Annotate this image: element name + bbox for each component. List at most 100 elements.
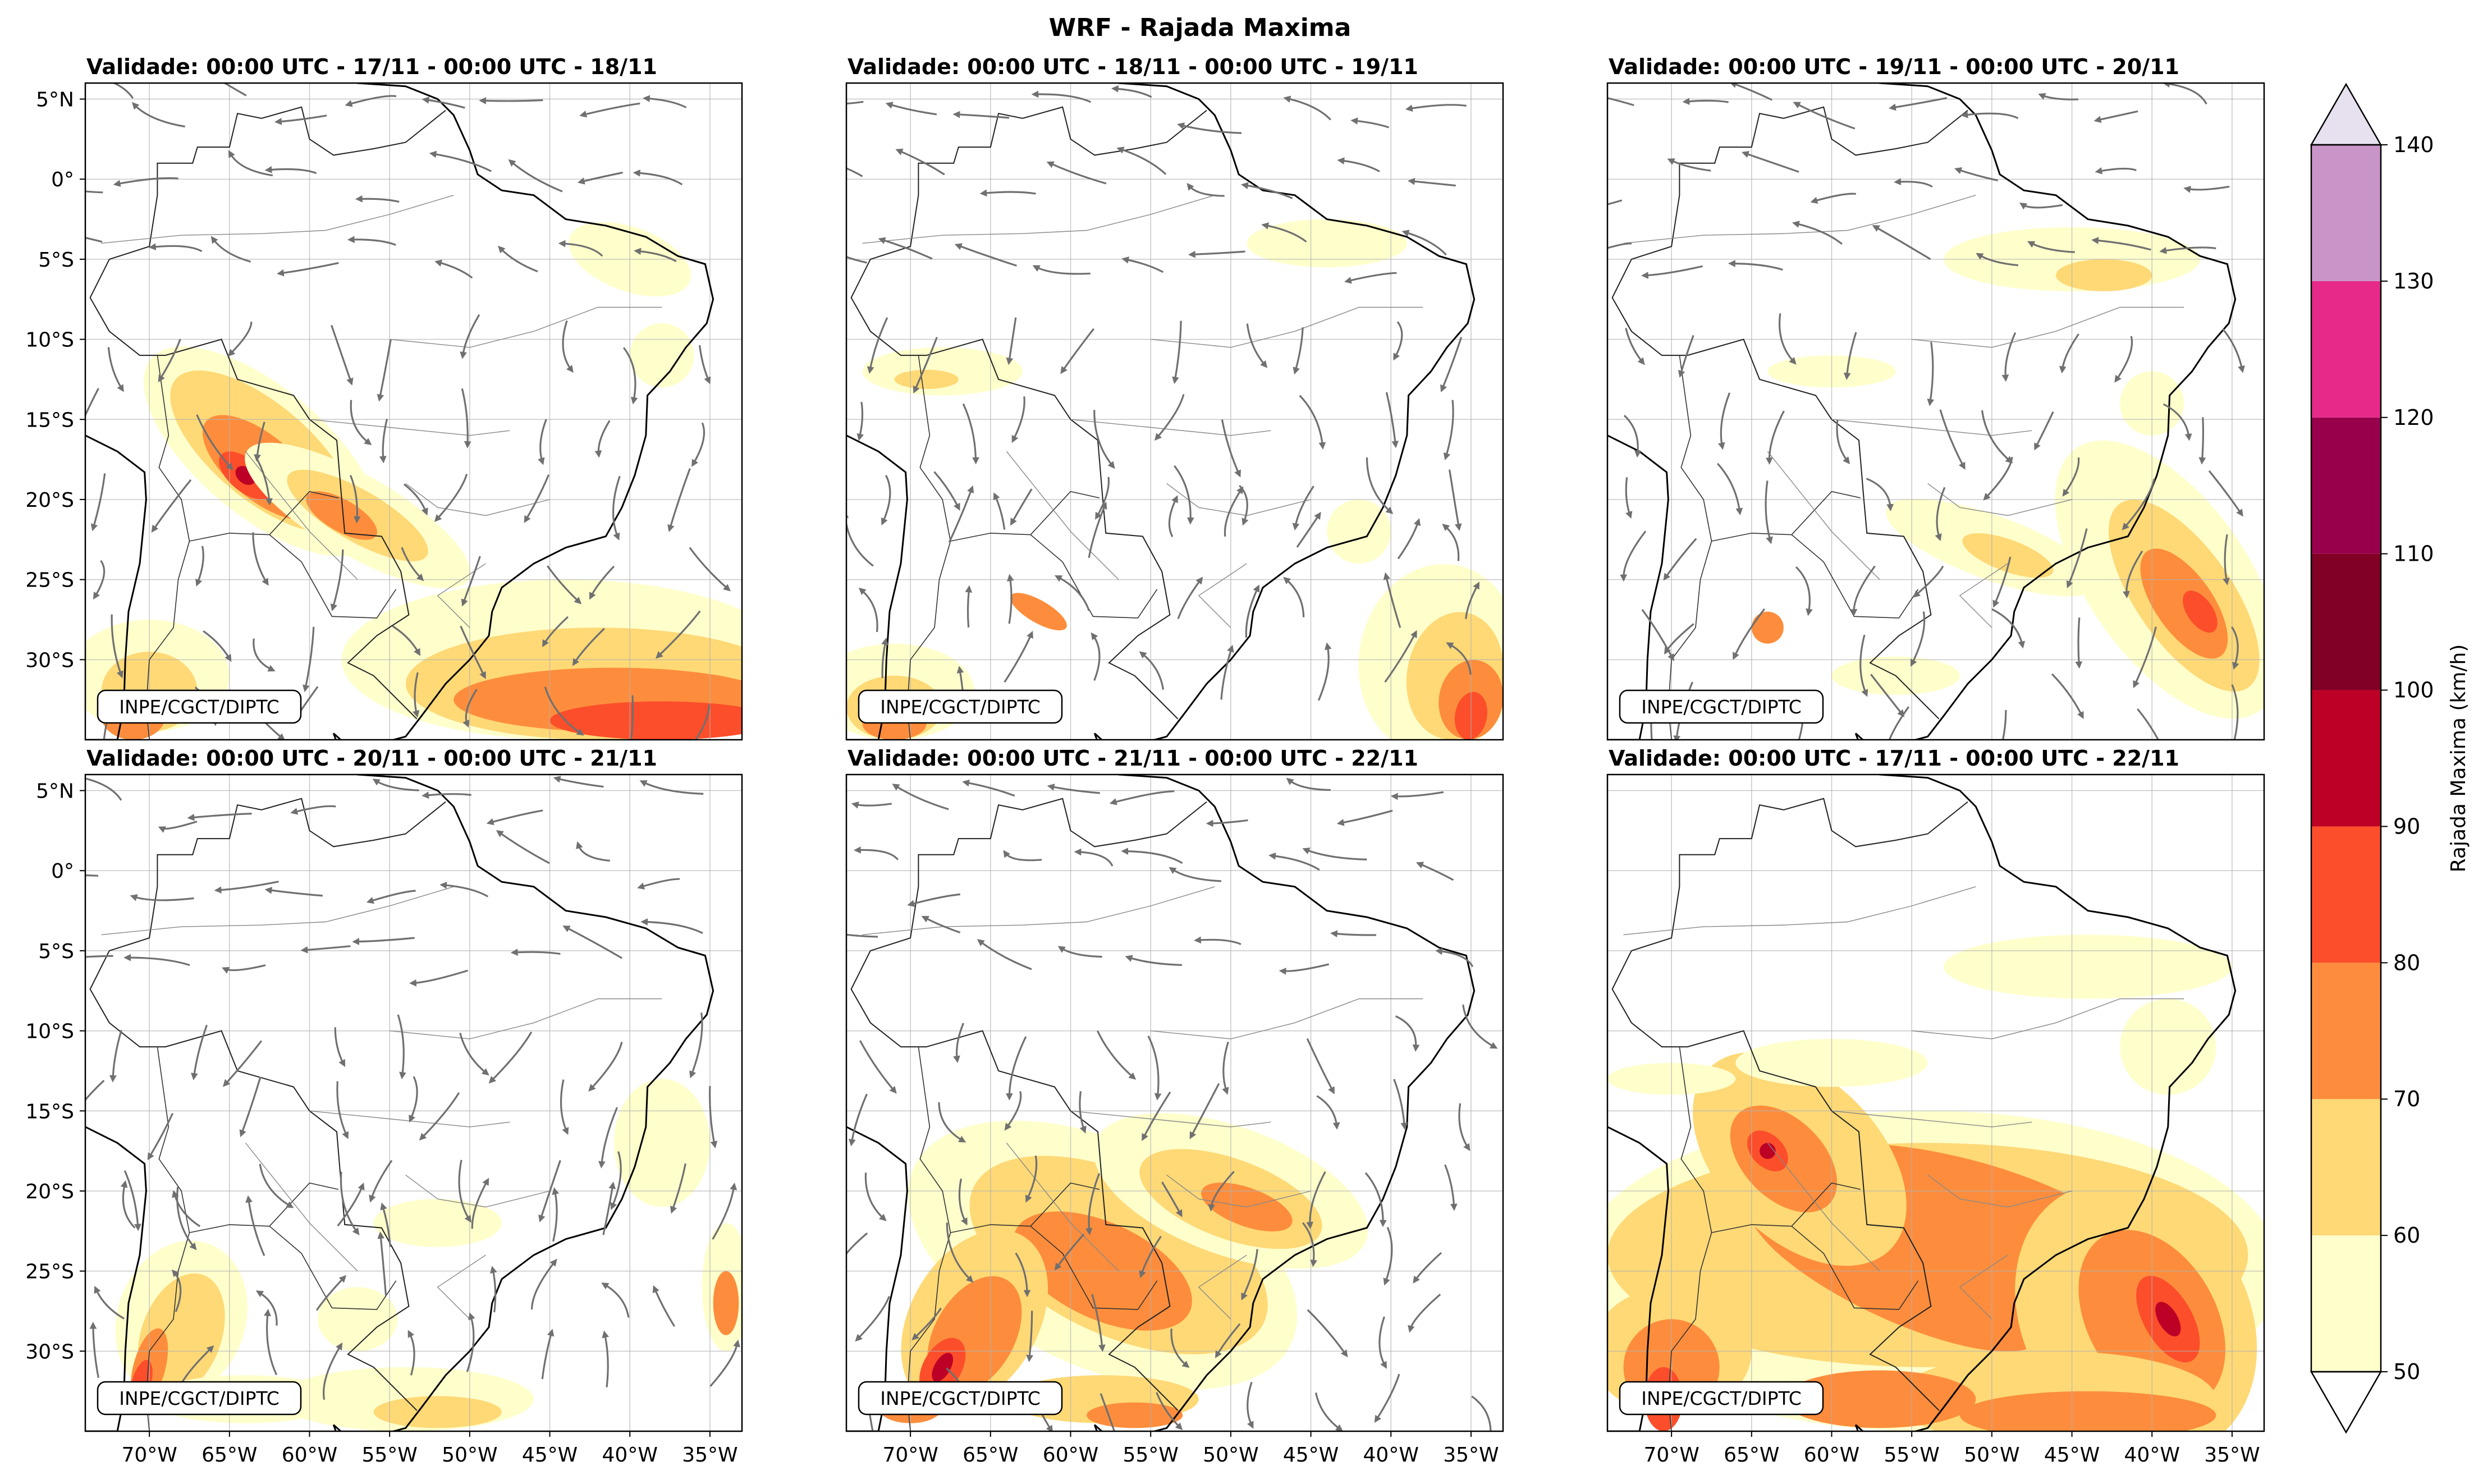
credit-label: INPE/CGCT/DIPTC xyxy=(97,1381,302,1416)
streamline xyxy=(111,614,123,679)
lon-tick-label: 50°W xyxy=(1203,1444,1258,1467)
streamline xyxy=(1004,630,1033,683)
streamline xyxy=(1046,161,1107,185)
credit-text: INPE/CGCT/DIPTC xyxy=(1641,1387,1802,1409)
streamline xyxy=(849,1093,868,1147)
streamline xyxy=(158,821,198,833)
streamline xyxy=(633,169,683,186)
streamline xyxy=(439,881,489,897)
streamline xyxy=(1872,225,1931,260)
streamline xyxy=(1299,395,1326,450)
streamline xyxy=(1442,524,1460,561)
streamline xyxy=(921,915,961,934)
streamline xyxy=(1393,321,1403,361)
streamline xyxy=(2231,684,2239,740)
streamline xyxy=(1010,488,1033,526)
lat-tick-label: 0° xyxy=(51,860,74,883)
streamline xyxy=(130,894,194,901)
lon-tick-label: 35°W xyxy=(1443,1444,1499,1467)
streamline xyxy=(2123,550,2143,599)
streamline xyxy=(113,177,178,187)
lat-tick-label: 30°S xyxy=(25,1340,74,1363)
streamline xyxy=(1935,487,1946,542)
streamline xyxy=(2027,241,2075,253)
streamline xyxy=(1047,784,1100,794)
streamline xyxy=(1678,335,1694,378)
lon-tick-label: 55°W xyxy=(361,1444,417,1467)
streamline xyxy=(602,1181,616,1235)
streamline xyxy=(1170,1329,1190,1368)
streamline xyxy=(223,83,247,97)
streamline xyxy=(350,475,361,524)
streamline xyxy=(553,776,604,788)
streamline xyxy=(1620,530,1647,582)
streamline xyxy=(409,1076,418,1123)
state-border xyxy=(1198,563,1247,628)
colorbar-tick-label: 60 xyxy=(2393,1223,2420,1248)
streamline xyxy=(148,243,203,253)
streamline xyxy=(881,638,888,679)
map-panel: Validade: 00:00 UTC - 17/11 - 00:00 UTC … xyxy=(25,54,743,741)
map-frame xyxy=(1606,773,2265,1432)
state-border xyxy=(437,563,486,628)
streamline xyxy=(466,1312,475,1372)
streamline xyxy=(1015,1252,1031,1298)
streamline xyxy=(274,114,327,125)
streamline xyxy=(977,939,1032,970)
state-border xyxy=(862,886,1215,936)
country-border xyxy=(1791,534,1919,619)
streamline xyxy=(1109,790,1175,805)
gust-contour xyxy=(1944,935,2232,999)
streamline xyxy=(1292,485,1314,531)
streamline xyxy=(1245,584,1260,638)
streamline xyxy=(462,689,478,728)
streamline xyxy=(461,388,471,448)
credit-label: INPE/CGCT/DIPTC xyxy=(1619,689,1824,724)
streamline xyxy=(355,195,400,203)
gust-contour xyxy=(2056,259,2152,291)
streamline xyxy=(1306,1038,1335,1094)
gust-contour xyxy=(1959,1391,2216,1431)
streamline xyxy=(610,1151,622,1210)
state-border xyxy=(1831,419,2032,436)
streamline xyxy=(2133,626,2157,689)
streamline xyxy=(1011,396,1025,443)
streamline xyxy=(1954,167,1998,182)
streamline xyxy=(1220,644,1234,700)
streamline xyxy=(369,1160,393,1203)
streamline xyxy=(558,240,603,257)
streamline xyxy=(1003,850,1042,862)
state-border xyxy=(1831,1110,2032,1128)
streamline xyxy=(1960,111,2019,120)
streamline xyxy=(962,779,1015,797)
state-border xyxy=(1767,1142,1880,1272)
streamline xyxy=(892,784,949,810)
streamline xyxy=(1397,518,1421,560)
streamline xyxy=(1390,791,1444,800)
streamline xyxy=(612,475,621,541)
country-border xyxy=(850,798,1207,1411)
panel-title: Validade: 00:00 UTC - 19/11 - 00:00 UTC … xyxy=(1609,54,2179,79)
streamline xyxy=(1007,574,1014,624)
gridlines xyxy=(1607,83,2264,740)
streamline xyxy=(954,243,1017,267)
streamline xyxy=(303,626,315,693)
map-frame xyxy=(84,82,743,741)
streamline xyxy=(255,1290,278,1326)
lat-tick-label: 25°S xyxy=(25,1261,74,1284)
streamline xyxy=(1074,848,1114,867)
streamline xyxy=(1206,819,1248,827)
streamline xyxy=(1031,90,1092,103)
streamline xyxy=(1870,674,1905,717)
streamline xyxy=(856,401,864,441)
streamline xyxy=(1194,936,1242,945)
state-border xyxy=(862,195,1215,244)
streamline xyxy=(277,262,339,277)
streamline xyxy=(846,1232,868,1256)
streamline xyxy=(172,1190,201,1227)
streamline xyxy=(1850,565,1876,616)
streamline xyxy=(858,587,878,633)
colorbar-frame xyxy=(2310,144,2382,1373)
lon-tick-label: 45°W xyxy=(2044,1444,2100,1467)
